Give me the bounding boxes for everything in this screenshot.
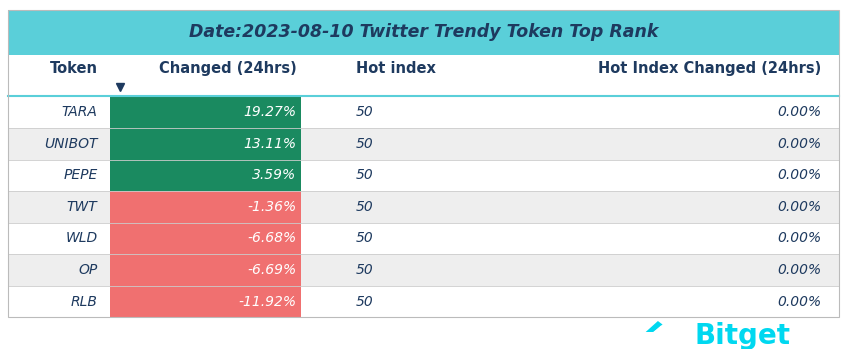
Text: Bitget: Bitget <box>695 322 790 349</box>
Text: Date:2023-08-10 Twitter Trendy Token Top Rank: Date:2023-08-10 Twitter Trendy Token Top… <box>189 23 658 42</box>
Text: Hot Index Changed (24hrs): Hot Index Changed (24hrs) <box>598 61 822 76</box>
FancyBboxPatch shape <box>110 286 301 317</box>
Text: UNIBOT: UNIBOT <box>44 137 97 151</box>
Text: 50: 50 <box>356 231 374 245</box>
Text: 13.11%: 13.11% <box>243 137 296 151</box>
Text: 0.00%: 0.00% <box>778 105 822 119</box>
FancyBboxPatch shape <box>8 286 839 317</box>
FancyBboxPatch shape <box>8 254 839 286</box>
Text: -6.68%: -6.68% <box>247 231 296 245</box>
Text: 50: 50 <box>356 263 374 277</box>
Text: OP: OP <box>78 263 97 277</box>
Text: 50: 50 <box>356 200 374 214</box>
Text: TWT: TWT <box>67 200 97 214</box>
Text: 50: 50 <box>356 295 374 309</box>
FancyBboxPatch shape <box>8 223 839 254</box>
Text: 0.00%: 0.00% <box>778 263 822 277</box>
Text: 0.00%: 0.00% <box>778 295 822 309</box>
Text: Changed (24hrs): Changed (24hrs) <box>158 61 296 76</box>
Text: -1.36%: -1.36% <box>247 200 296 214</box>
Text: WLD: WLD <box>65 231 97 245</box>
FancyBboxPatch shape <box>8 191 839 223</box>
FancyBboxPatch shape <box>8 128 839 159</box>
Text: Hot index: Hot index <box>356 61 435 76</box>
Text: TARA: TARA <box>62 105 97 119</box>
Text: 50: 50 <box>356 168 374 182</box>
FancyBboxPatch shape <box>8 10 839 55</box>
Text: 3.59%: 3.59% <box>252 168 296 182</box>
Text: 0.00%: 0.00% <box>778 137 822 151</box>
Text: Token: Token <box>49 61 97 76</box>
Text: -6.69%: -6.69% <box>247 263 296 277</box>
Text: 19.27%: 19.27% <box>243 105 296 119</box>
FancyBboxPatch shape <box>8 159 839 191</box>
FancyBboxPatch shape <box>110 96 301 128</box>
Text: -11.92%: -11.92% <box>239 295 296 309</box>
Text: RLB: RLB <box>70 295 97 309</box>
FancyBboxPatch shape <box>8 96 839 128</box>
Text: 0.00%: 0.00% <box>778 168 822 182</box>
Text: 0.00%: 0.00% <box>778 231 822 245</box>
FancyBboxPatch shape <box>110 159 301 191</box>
FancyBboxPatch shape <box>110 191 301 223</box>
FancyBboxPatch shape <box>110 128 301 159</box>
Text: 0.00%: 0.00% <box>778 200 822 214</box>
FancyBboxPatch shape <box>110 254 301 286</box>
Polygon shape <box>642 321 662 349</box>
Text: 50: 50 <box>356 137 374 151</box>
FancyBboxPatch shape <box>8 55 839 96</box>
Text: 50: 50 <box>356 105 374 119</box>
Text: PEPE: PEPE <box>64 168 97 182</box>
Polygon shape <box>650 325 666 346</box>
FancyBboxPatch shape <box>110 223 301 254</box>
